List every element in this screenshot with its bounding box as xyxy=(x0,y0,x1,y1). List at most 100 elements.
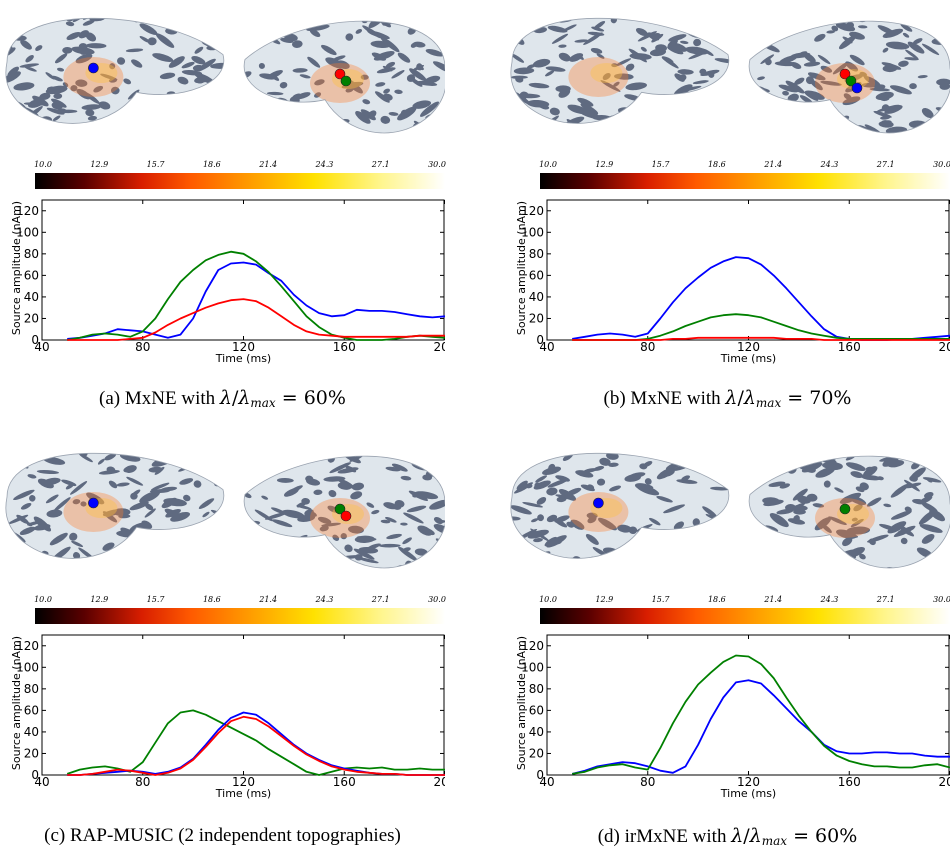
colorbar-gradient xyxy=(35,173,445,189)
y-tick-label: 80 xyxy=(529,247,544,261)
lambda-symbol: λ xyxy=(731,825,744,847)
colorbar-tick: 27.1 xyxy=(876,595,895,604)
source-dot-blue xyxy=(851,82,863,94)
series-line-blue xyxy=(67,261,445,340)
source-dot-red xyxy=(839,68,851,80)
caption-prefix: (b) MxNE with xyxy=(603,388,721,409)
colorbar-tick-labels: 10.0 12.9 15.7 18.6 21.4 24.3 27.1 30.0 xyxy=(539,160,950,172)
colorbar-tick: 10.0 xyxy=(34,595,52,604)
colorbar-tick: 18.6 xyxy=(202,595,221,604)
y-tick-label: 0 xyxy=(31,333,39,347)
y-tick-label: 100 xyxy=(16,660,39,674)
colorbar-tick: 10.0 xyxy=(539,160,557,169)
colorbar-tick: 24.3 xyxy=(315,160,334,169)
max-subscript: max xyxy=(761,834,788,848)
y-tick-label: 120 xyxy=(521,204,544,218)
colorbar-tick: 27.1 xyxy=(371,595,390,604)
colorbar-tick-labels: 10.0 12.9 15.7 18.6 21.4 24.3 27.1 30.0 xyxy=(539,595,950,607)
y-axis-label: Source amplitude (nAm) xyxy=(515,636,528,770)
colorbar-tick: 30.0 xyxy=(933,595,950,604)
y-tick-label: 60 xyxy=(24,268,39,282)
colorbar: 10.0 12.9 15.7 18.6 21.4 24.3 27.1 30.0 xyxy=(539,595,950,625)
y-tick-label: 0 xyxy=(536,333,544,347)
x-axis-label: Time (ms) xyxy=(215,787,271,800)
y-tick-label: 60 xyxy=(24,703,39,717)
max-subscript: max xyxy=(755,396,782,410)
caption: (a) MxNE with λ/λmax = 60% xyxy=(0,387,445,410)
percent-value: 60% xyxy=(303,387,346,409)
y-axis-label: Source amplitude (nAm) xyxy=(10,636,23,770)
colorbar-tick: 30.0 xyxy=(428,160,446,169)
colorbar-tick: 24.3 xyxy=(820,595,839,604)
series-line-green xyxy=(67,250,445,341)
brain-surfaces xyxy=(5,17,445,134)
colorbar-gradient xyxy=(540,173,950,189)
colorbar-gradient xyxy=(540,608,950,624)
source-dot-blue xyxy=(88,497,99,509)
brain-surfaces xyxy=(5,452,445,569)
source-amplitude-chart: 0 20 40 60 80 100 120 40 80 120 160 200 Time (ms) Sou… xyxy=(515,199,950,365)
y-tick-label: 20 xyxy=(24,311,39,325)
source-dot-red xyxy=(340,510,352,522)
figure-panel-d: 10.0 12.9 15.7 18.6 21.4 24.3 27.1 30.0 0 20 40 60… xyxy=(505,435,950,855)
x-tick-label: 40 xyxy=(34,775,49,789)
y-tick-label: 60 xyxy=(529,268,544,282)
series-line-green xyxy=(66,709,445,776)
caption-formula: λ/λmax = 60% xyxy=(220,387,346,410)
colorbar-tick: 10.0 xyxy=(539,595,557,604)
x-tick-label: 120 xyxy=(737,340,760,354)
x-tick-label: 80 xyxy=(135,340,150,354)
series-line-blue xyxy=(571,679,950,775)
source-dot-green xyxy=(839,503,851,515)
x-tick-label: 80 xyxy=(135,775,150,789)
plot-frame xyxy=(546,199,950,341)
colorbar-tick: 12.9 xyxy=(595,160,614,169)
caption: (c) RAP-MUSIC (2 independent topographie… xyxy=(0,825,445,847)
brain-surfaces xyxy=(510,17,950,134)
y-tick-label: 40 xyxy=(24,290,39,304)
source-amplitude-chart: 0 20 40 60 80 100 120 40 80 120 160 200 Time (ms) Sou… xyxy=(515,634,950,800)
x-tick-label: 160 xyxy=(333,775,356,789)
series-line-blue xyxy=(67,711,445,776)
slash-symbol: / xyxy=(231,387,239,409)
colorbar-tick: 21.4 xyxy=(259,595,278,604)
figure-panel-b: 10.0 12.9 15.7 18.6 21.4 24.3 27.1 30.0 0 20 40 60… xyxy=(505,0,950,420)
series-line-red xyxy=(67,715,445,776)
series-line-red xyxy=(572,336,950,341)
colorbar-tick-labels: 10.0 12.9 15.7 18.6 21.4 24.3 27.1 30.0 xyxy=(34,160,446,172)
y-tick-label: 120 xyxy=(16,639,39,653)
x-tick-label: 120 xyxy=(232,775,255,789)
y-tick-label: 0 xyxy=(536,768,544,782)
x-tick-label: 120 xyxy=(737,775,760,789)
plot-frame xyxy=(41,199,445,341)
x-tick-label: 120 xyxy=(232,340,255,354)
colorbar-tick: 27.1 xyxy=(876,160,895,169)
lambda-symbol: λ xyxy=(749,825,762,847)
caption-prefix: (d) irMxNE with xyxy=(597,826,727,847)
colorbar-tick: 15.7 xyxy=(146,595,165,604)
lambda-symbol: λ xyxy=(725,387,738,409)
caption: (b) MxNE with λ/λmax = 70% xyxy=(505,387,950,410)
x-axis-label: Time (ms) xyxy=(720,352,776,365)
y-axis-label: Source amplitude (nAm) xyxy=(515,201,528,335)
caption-prefix: (a) MxNE with xyxy=(99,388,216,409)
colorbar: 10.0 12.9 15.7 18.6 21.4 24.3 27.1 30.0 xyxy=(539,160,950,190)
percent-value: 60% xyxy=(815,825,858,847)
y-tick-label: 100 xyxy=(521,225,544,239)
x-tick-label: 200 xyxy=(939,340,950,354)
colorbar-tick: 12.9 xyxy=(90,595,109,604)
y-tick-label: 100 xyxy=(16,225,39,239)
y-tick-label: 20 xyxy=(24,746,39,760)
source-amplitude-chart: 0 20 40 60 80 100 120 40 80 120 160 200 Time (ms) Sou… xyxy=(10,199,445,365)
colorbar-tick: 12.9 xyxy=(595,595,614,604)
source-dot-green xyxy=(334,503,346,515)
colorbar-tick: 30.0 xyxy=(933,160,950,169)
source-amplitude-chart: 0 20 40 60 80 100 120 40 80 120 160 200 Time (ms) Sou… xyxy=(10,634,445,800)
y-tick-label: 40 xyxy=(24,725,39,739)
colorbar-tick: 18.6 xyxy=(707,595,726,604)
series-line-red xyxy=(67,298,445,341)
x-axis-label: Time (ms) xyxy=(720,787,776,800)
source-dot-red xyxy=(334,68,346,80)
x-tick-label: 160 xyxy=(333,340,356,354)
colorbar-tick: 18.6 xyxy=(202,160,221,169)
